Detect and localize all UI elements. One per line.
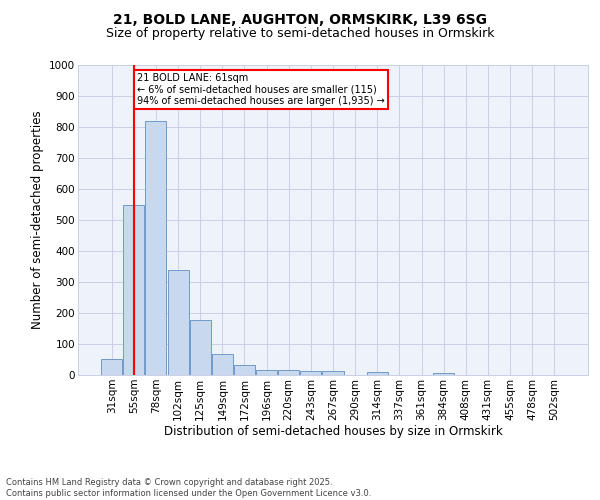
Text: 21, BOLD LANE, AUGHTON, ORMSKIRK, L39 6SG: 21, BOLD LANE, AUGHTON, ORMSKIRK, L39 6S… <box>113 12 487 26</box>
X-axis label: Distribution of semi-detached houses by size in Ormskirk: Distribution of semi-detached houses by … <box>164 426 502 438</box>
Bar <box>278 370 299 375</box>
Bar <box>256 370 277 375</box>
Bar <box>101 359 122 375</box>
Bar <box>167 270 188 375</box>
Bar <box>124 204 145 375</box>
Bar <box>145 121 166 375</box>
Text: Size of property relative to semi-detached houses in Ormskirk: Size of property relative to semi-detach… <box>106 28 494 40</box>
Text: 21 BOLD LANE: 61sqm
← 6% of semi-detached houses are smaller (115)
94% of semi-d: 21 BOLD LANE: 61sqm ← 6% of semi-detache… <box>137 72 385 106</box>
Bar <box>433 372 454 375</box>
Bar <box>234 365 255 375</box>
Bar <box>212 354 233 375</box>
Bar <box>190 320 211 375</box>
Bar <box>322 372 344 375</box>
Bar <box>367 372 388 375</box>
Bar <box>301 372 322 375</box>
Text: Contains HM Land Registry data © Crown copyright and database right 2025.
Contai: Contains HM Land Registry data © Crown c… <box>6 478 371 498</box>
Y-axis label: Number of semi-detached properties: Number of semi-detached properties <box>31 110 44 330</box>
